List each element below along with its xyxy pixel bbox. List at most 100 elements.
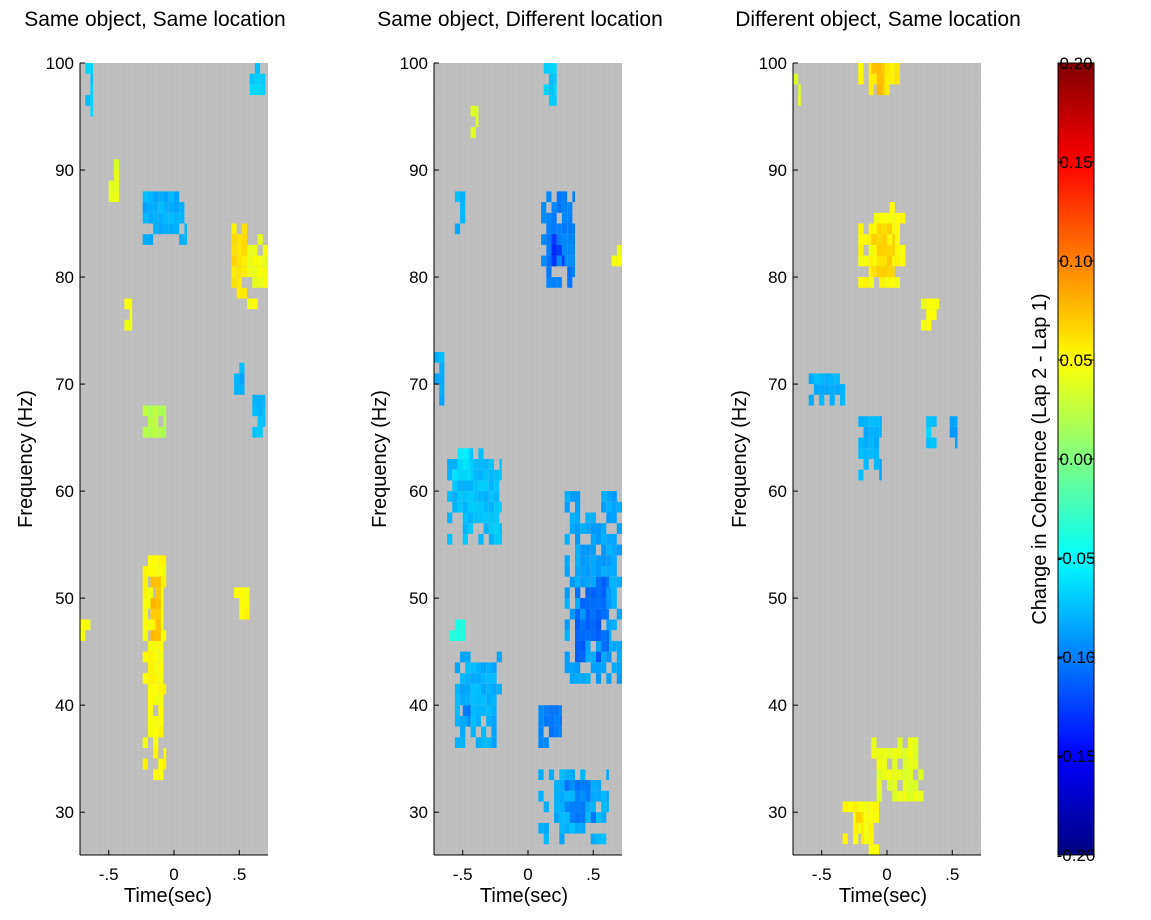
heatmap-cell — [85, 63, 91, 74]
heatmap-cell — [611, 640, 617, 652]
heatmap-cell — [590, 630, 596, 641]
heatmap-cell — [554, 705, 560, 716]
heatmap-cell — [457, 501, 463, 513]
heatmap-cell — [580, 780, 586, 791]
heatmap-cell — [575, 598, 581, 609]
heatmap-cell — [595, 566, 602, 577]
x-axis-label: Time(sec) — [480, 885, 568, 907]
heatmap-cell — [470, 726, 476, 738]
heatmap-cell — [153, 737, 159, 748]
heatmap-cell — [611, 576, 617, 588]
heatmap-cell — [257, 394, 263, 406]
y-ticks: 30 40 50 60 70 80 90 100 — [46, 54, 85, 822]
heatmap-cell — [590, 587, 596, 599]
heatmap-cell — [936, 298, 940, 310]
heatmap-cell — [887, 780, 893, 791]
heatmap-cell — [163, 630, 167, 641]
heatmap-cell — [147, 587, 154, 599]
heatmap-cell — [236, 266, 242, 278]
heatmap-cell — [580, 673, 586, 684]
heatmap-cell — [475, 116, 479, 128]
x-tick-label: .5 — [586, 865, 600, 884]
heatmap-cell — [488, 512, 494, 524]
heatmap-cell — [499, 469, 502, 481]
x-tick-label: .5 — [232, 865, 246, 884]
heatmap-cell — [481, 726, 487, 738]
heatmap-cell — [868, 426, 874, 438]
heatmap-cell — [236, 234, 242, 245]
x-ticks: -.5 0 .5 — [812, 850, 959, 884]
heatmap-cell — [606, 533, 612, 545]
heatmap-cell — [902, 780, 908, 791]
heatmap-cell — [595, 587, 602, 599]
heatmap-cell — [538, 737, 544, 748]
heatmap-cell — [824, 373, 830, 385]
heatmap-cell — [601, 544, 607, 556]
heatmap-cell — [247, 244, 253, 256]
heatmap-cell — [879, 212, 885, 224]
heatmap-cell — [580, 822, 586, 834]
heatmap-cell — [900, 244, 906, 256]
y-tick-label: 100 — [400, 54, 428, 73]
x-axis-label: Time(sec) — [839, 885, 927, 907]
heatmap-cell — [538, 705, 544, 716]
heatmap-cell — [863, 448, 869, 459]
heatmap-cell — [473, 491, 479, 502]
heatmap-cell — [860, 812, 864, 823]
heatmap-cell — [894, 73, 900, 85]
heatmap-cell — [454, 705, 461, 716]
heatmap-cell — [819, 394, 825, 406]
heatmap-cell — [585, 651, 591, 663]
y-tick-label: 40 — [55, 696, 74, 715]
heatmap-cell — [561, 191, 568, 203]
heatmap-cell — [473, 459, 479, 470]
heatmap-cell — [462, 705, 468, 716]
heatmap-cell — [158, 405, 164, 417]
heatmap-cell — [585, 523, 591, 534]
heatmap-cell — [561, 223, 568, 235]
heatmap-cell — [478, 501, 484, 513]
heatmap-cell — [829, 373, 835, 385]
heatmap-cells — [793, 63, 958, 855]
heatmap-cell — [457, 469, 463, 481]
heatmap-cell — [926, 426, 932, 438]
heatmap-cell — [158, 566, 164, 577]
heatmap-cell — [234, 384, 240, 395]
heatmap-cell — [585, 780, 591, 791]
heatmap-cell — [575, 812, 581, 823]
y-tick-label: 90 — [409, 161, 428, 180]
heatmap-cell — [147, 683, 154, 695]
heatmap-cell — [873, 812, 880, 823]
heatmap-cell — [481, 683, 487, 695]
heatmap-cell — [868, 844, 874, 855]
heatmap-cell — [179, 212, 185, 224]
heatmap-cell — [158, 651, 164, 663]
heatmap-cell — [179, 202, 185, 213]
heatmap-cell — [155, 608, 161, 620]
heatmap-cell — [595, 640, 602, 652]
heatmap-cell — [494, 512, 500, 524]
heatmap-cell — [575, 630, 581, 641]
heatmap-cell — [858, 255, 864, 267]
heatmap-cell — [543, 63, 549, 74]
panel-same-object-different-location: Same object, Different location 30 40 50 60… — [369, 8, 663, 907]
heatmap-cell — [567, 212, 573, 224]
heatmap-cell — [231, 244, 237, 256]
heatmap-cell — [595, 630, 602, 641]
heatmap-cell — [868, 277, 874, 288]
heatmap-cell — [611, 512, 617, 524]
heatmap-cell — [884, 277, 890, 288]
heatmap-cell — [863, 277, 869, 288]
heatmap-cell — [913, 737, 919, 748]
heatmap-cell — [567, 266, 573, 278]
heatmap-cell — [798, 84, 801, 96]
heatmap-cell — [142, 191, 148, 203]
heatmap-cell — [483, 480, 489, 492]
heatmap-cell — [543, 833, 549, 845]
heatmap-cell — [241, 287, 248, 299]
heatmap-cell — [499, 523, 502, 534]
heatmap-cell — [601, 812, 607, 823]
heatmap-cell — [543, 715, 549, 727]
heatmap-cell — [606, 501, 612, 513]
heatmap-cell — [808, 394, 814, 406]
